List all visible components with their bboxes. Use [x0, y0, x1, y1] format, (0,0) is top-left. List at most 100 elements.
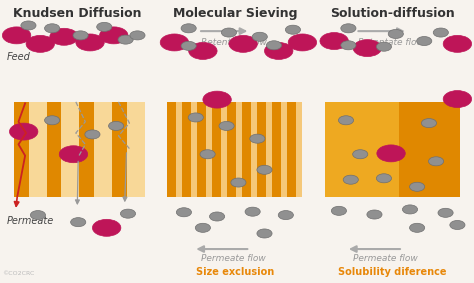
Circle shape	[417, 37, 432, 46]
Circle shape	[76, 34, 104, 51]
Circle shape	[176, 208, 191, 217]
Circle shape	[221, 28, 237, 37]
Circle shape	[21, 21, 36, 30]
Circle shape	[203, 91, 231, 108]
Circle shape	[59, 146, 88, 163]
Circle shape	[229, 35, 257, 52]
Circle shape	[257, 229, 272, 238]
Text: Retentate flow: Retentate flow	[201, 38, 266, 47]
Circle shape	[71, 218, 86, 227]
Circle shape	[50, 28, 78, 45]
Bar	[325, 102, 460, 197]
Circle shape	[210, 212, 225, 221]
Circle shape	[45, 116, 60, 125]
Circle shape	[181, 41, 196, 50]
Bar	[212, 102, 220, 197]
Circle shape	[338, 116, 354, 125]
Circle shape	[264, 42, 293, 59]
Circle shape	[288, 34, 317, 51]
Text: Permeate: Permeate	[7, 216, 55, 226]
Circle shape	[353, 150, 368, 159]
Text: Feed: Feed	[7, 52, 31, 62]
Circle shape	[73, 31, 88, 40]
Circle shape	[433, 28, 448, 37]
Bar	[182, 102, 191, 197]
Bar	[112, 102, 127, 197]
Circle shape	[402, 205, 418, 214]
Circle shape	[331, 206, 346, 215]
Bar	[197, 102, 206, 197]
Bar	[94, 102, 112, 197]
Circle shape	[257, 165, 272, 174]
Bar	[127, 102, 145, 197]
Circle shape	[9, 123, 38, 140]
Circle shape	[245, 207, 260, 216]
Bar	[257, 102, 265, 197]
Circle shape	[278, 211, 293, 220]
Circle shape	[120, 209, 136, 218]
Text: Knudsen Diffusion: Knudsen Diffusion	[13, 7, 141, 20]
Text: Permeate flow: Permeate flow	[201, 254, 265, 263]
Circle shape	[266, 41, 282, 50]
Bar	[47, 102, 62, 197]
Bar	[287, 102, 296, 197]
Circle shape	[97, 22, 112, 31]
Bar	[242, 102, 251, 197]
Circle shape	[231, 178, 246, 187]
Circle shape	[2, 27, 31, 44]
Circle shape	[388, 29, 403, 38]
Circle shape	[85, 130, 100, 139]
Circle shape	[285, 25, 301, 34]
Circle shape	[200, 150, 215, 159]
Circle shape	[26, 35, 55, 52]
Text: Retentate flow: Retentate flow	[358, 38, 424, 47]
Circle shape	[250, 134, 265, 143]
Circle shape	[443, 91, 472, 108]
Circle shape	[428, 157, 444, 166]
Circle shape	[109, 121, 124, 130]
Circle shape	[181, 24, 196, 33]
Circle shape	[410, 182, 425, 191]
Text: Permeate flow: Permeate flow	[353, 254, 418, 263]
Bar	[228, 102, 236, 197]
Circle shape	[45, 24, 60, 33]
Bar	[29, 102, 47, 197]
Circle shape	[421, 119, 437, 128]
Circle shape	[100, 27, 128, 44]
Circle shape	[443, 35, 472, 52]
Bar	[14, 102, 145, 197]
Circle shape	[188, 113, 203, 122]
Text: ©CO2CRC: ©CO2CRC	[2, 271, 35, 276]
Circle shape	[118, 35, 133, 44]
Circle shape	[410, 223, 425, 232]
Circle shape	[377, 145, 405, 162]
Text: Size exclusion: Size exclusion	[196, 267, 274, 276]
Circle shape	[195, 223, 210, 232]
Bar	[167, 102, 302, 197]
Circle shape	[376, 174, 392, 183]
Bar	[167, 102, 175, 197]
Bar	[14, 102, 29, 197]
Circle shape	[450, 220, 465, 230]
Circle shape	[320, 33, 348, 50]
Circle shape	[341, 41, 356, 50]
Bar	[325, 102, 399, 197]
Circle shape	[219, 121, 234, 130]
Circle shape	[160, 34, 189, 51]
Circle shape	[376, 42, 392, 51]
Circle shape	[92, 219, 121, 236]
Circle shape	[438, 208, 453, 217]
Circle shape	[130, 31, 145, 40]
Circle shape	[189, 42, 217, 59]
Circle shape	[341, 24, 356, 33]
Circle shape	[353, 40, 382, 57]
Text: Molecular Sieving: Molecular Sieving	[173, 7, 297, 20]
Text: Solubility diference: Solubility diference	[338, 267, 447, 276]
Text: Solution-diffusion: Solution-diffusion	[330, 7, 455, 20]
Bar	[80, 102, 94, 197]
Bar	[62, 102, 80, 197]
Circle shape	[343, 175, 358, 184]
Circle shape	[252, 32, 267, 41]
Bar	[273, 102, 281, 197]
Circle shape	[30, 211, 46, 220]
